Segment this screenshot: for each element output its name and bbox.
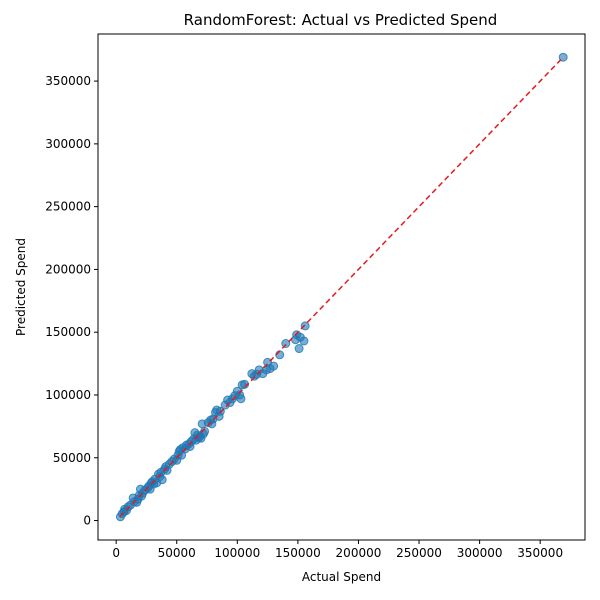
data-point [294,344,304,354]
plot-frame [97,33,586,541]
x-axis-label: Actual Spend [302,570,381,584]
y-tick-label: 0 [83,514,91,528]
reference-line [119,56,564,518]
data-point [300,321,310,331]
data-point [299,336,309,346]
y-tick-label: 100000 [45,388,91,402]
x-tick-label: 50000 [158,546,196,560]
data-point [200,426,210,436]
chart-title: RandomForest: Actual vs Predicted Spend [184,11,498,29]
y-tick-label: 300000 [45,137,91,151]
y-axis-label: Predicted Spend [14,238,28,336]
x-tick-label: 200000 [336,546,382,560]
y-tick-label: 350000 [45,74,91,88]
y-axis-ticks: 0 50000 100000 150000 200000 250000 300000 3500… [45,74,98,528]
x-axis-ticks: 0 50000 100000 150000 200000 250000 300000 3500… [112,540,563,560]
data-point [558,52,568,62]
x-tick-label: 150000 [275,546,321,560]
x-tick-label: 100000 [214,546,260,560]
reference-line-layer [119,56,564,518]
data-point [215,406,225,416]
data-point [236,394,246,404]
y-tick-label: 250000 [45,200,91,214]
y-tick-label: 200000 [45,262,91,276]
data-point [281,339,291,349]
y-tick-label: 50000 [53,451,91,465]
x-tick-label: 300000 [457,546,503,560]
points-layer [115,52,568,522]
data-point [269,361,279,371]
plot-area [115,52,568,522]
data-point [157,475,167,485]
x-tick-label: 0 [112,546,120,560]
x-tick-label: 350000 [517,546,563,560]
x-tick-label: 250000 [396,546,442,560]
y-tick-label: 150000 [45,325,91,339]
